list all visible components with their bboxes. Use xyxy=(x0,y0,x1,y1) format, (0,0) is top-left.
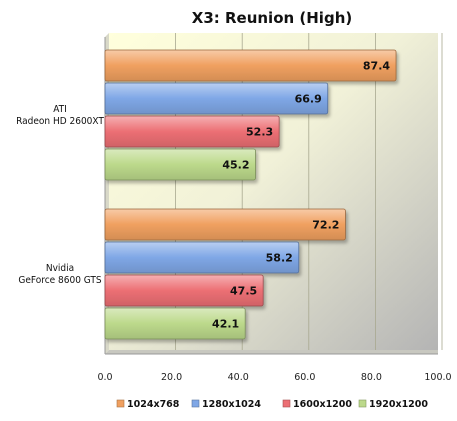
legend-label: 1280x1024 xyxy=(202,399,261,410)
legend-label: 1920x1200 xyxy=(369,399,428,410)
legend-item: 1280x1024 xyxy=(191,399,261,410)
legend-swatch xyxy=(282,399,291,408)
legend-swatch xyxy=(116,399,125,408)
data-label: 45.2 xyxy=(222,159,249,172)
plot-floor xyxy=(105,350,438,354)
data-label: 66.9 xyxy=(295,93,322,106)
data-label: 72.2 xyxy=(312,219,339,232)
data-label: 47.5 xyxy=(230,285,257,298)
x-tick-label: 40.0 xyxy=(228,372,249,383)
legend-item: 1920x1200 xyxy=(358,399,428,410)
category-label: Nvidia GeForce 8600 GTS xyxy=(18,263,102,286)
legend: 1024x768 1280x1024 1600x1200 1920x1200 xyxy=(116,399,428,410)
x-tick-label: 0.0 xyxy=(97,372,112,383)
x-tick-label: 100.0 xyxy=(424,372,451,383)
chart-title: X3: Reunion (High) xyxy=(192,9,352,27)
bar xyxy=(104,307,246,340)
data-label: 87.4 xyxy=(363,60,390,73)
bar xyxy=(104,208,346,241)
legend-item: 1024x768 xyxy=(116,399,180,410)
data-label: 42.1 xyxy=(212,318,239,331)
data-label: 58.2 xyxy=(266,252,293,265)
bar xyxy=(104,82,329,115)
bar xyxy=(104,148,256,181)
legend-label: 1600x1200 xyxy=(293,399,352,410)
legend-swatch xyxy=(358,399,367,408)
bar xyxy=(104,241,300,274)
category-label: ATI Radeon HD 2600XT xyxy=(16,104,104,127)
x-tick-label: 20.0 xyxy=(161,372,182,383)
bar xyxy=(104,115,280,148)
data-label: 52.3 xyxy=(246,126,273,139)
legend-label: 1024x768 xyxy=(127,399,180,410)
legend-item: 1600x1200 xyxy=(282,399,352,410)
bar xyxy=(104,49,397,82)
x-tick-label: 60.0 xyxy=(294,372,315,383)
x-tick-label: 80.0 xyxy=(361,372,382,383)
bar xyxy=(104,274,264,307)
legend-swatch xyxy=(191,399,200,408)
